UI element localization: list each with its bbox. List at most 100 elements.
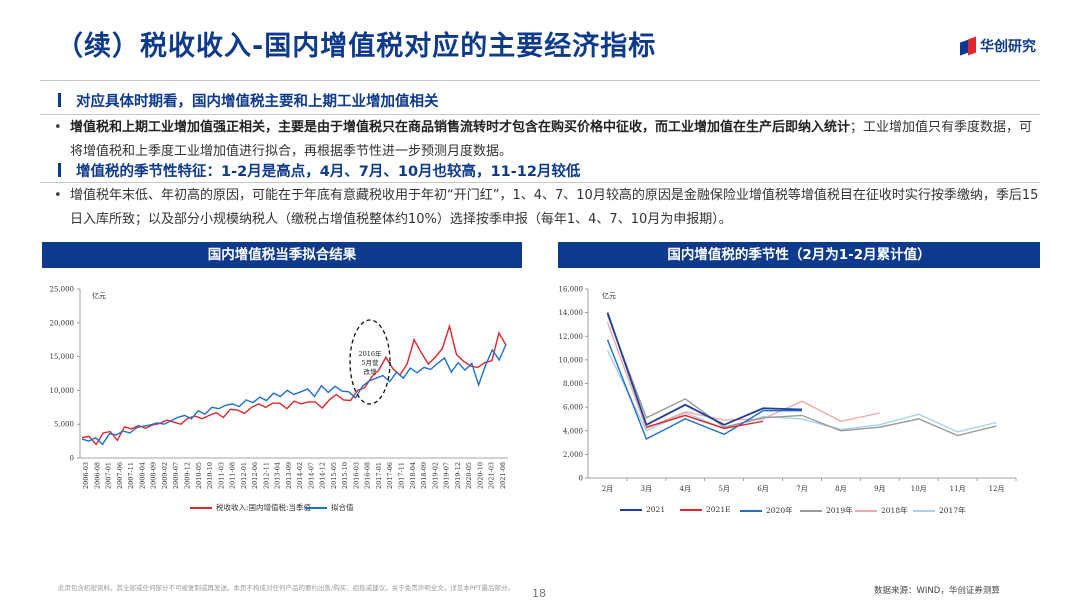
section-marker: [58, 93, 61, 107]
x-tick-label: 2015-05: [330, 462, 338, 489]
series-line-4: [606, 321, 880, 430]
x-tick-label: 2011-03: [217, 462, 225, 489]
series-line-0: [606, 312, 803, 427]
x-tick-label: 2012-01: [240, 462, 248, 489]
x-tick-label: 5月: [718, 485, 729, 493]
x-tick-label: 2014-02: [296, 462, 304, 489]
x-tick-label: 4月: [680, 485, 691, 493]
annotation-text: 5月营: [361, 358, 379, 367]
y-tick-label: 20,000: [50, 319, 75, 327]
annotation-ellipse: [349, 319, 391, 405]
x-tick-label: 10月: [911, 485, 927, 493]
y-tick-label: 16,000: [559, 286, 584, 294]
legend-item: 2019年: [800, 505, 853, 516]
x-tick-label: 2007-06: [116, 462, 124, 489]
header-divider: [40, 80, 1040, 81]
x-tick-label: 2019-12: [454, 462, 462, 489]
legend-label: 2020年: [766, 506, 793, 515]
chart2: 0 2,000 4,000 6,000 8,000 10,000 12,000 14,000 1…: [559, 286, 1017, 493]
bullet-icon: •: [54, 120, 62, 135]
section2-text: 增值税年末低、年初高的原因，可能在于年底有意藏税收用于年初“开门红”，1、4、7…: [70, 188, 1039, 227]
legend-swatch: [620, 508, 642, 511]
y-tick-label: 14,000: [559, 309, 584, 317]
section2-heading: 增值税的季节性特征：1-2月是高点，4月、7月、10月也较高，11-12月较低: [76, 164, 581, 180]
chart1-title: 国内增值税当季拟合结果: [42, 242, 522, 268]
x-tick-label: 12月: [989, 485, 1005, 493]
x-tick-label: 2012-06: [251, 462, 259, 489]
legend-item: 2020年: [740, 505, 793, 516]
y-tick-label: 0: [579, 475, 583, 483]
x-tick-label: 6月: [757, 485, 768, 493]
legend-label: 2018年: [881, 506, 908, 515]
page-title: （续）税收收入-国内增值税对应的主要经济指标: [56, 31, 657, 62]
series-line-1: [81, 344, 507, 446]
x-tick-label: 2009-12: [184, 462, 192, 489]
x-tick-label: 2018-09: [420, 462, 428, 489]
x-tick-label: 2010-10: [206, 462, 214, 489]
legend-swatch: [913, 509, 935, 512]
legend-label: 2021E: [706, 505, 731, 514]
section1-heading: 对应具体时期看，国内增值税主要和上期工业增加值相关: [76, 94, 439, 110]
x-tick-label: 2020-10: [476, 462, 484, 489]
legend-swatch: [680, 508, 702, 511]
legend-swatch: [740, 509, 762, 512]
x-tick-label: 2014-12: [319, 462, 327, 489]
x-tick-label: 3月: [641, 485, 652, 493]
section-marker: [58, 163, 61, 177]
y-tick-label: 5,000: [54, 421, 74, 429]
y-tick-label: 8,000: [563, 380, 583, 388]
x-tick-label: 2016-08: [364, 462, 372, 489]
footer-disclaimer: 此页包含机密资料，其全部或任何部分不可被复制或再发送。本页不构成对任何产品的要约…: [58, 584, 514, 592]
series-line-2: [606, 339, 802, 440]
x-tick-label: 2013-04: [274, 462, 282, 489]
unit-label: 亿元: [92, 291, 106, 300]
legend-item: 税收收入:国内增值税:当季值: [190, 502, 311, 513]
legend-swatch: [800, 509, 822, 512]
legend-item: 2021: [620, 505, 665, 514]
legend-item: 拟合值: [305, 502, 354, 513]
legend-label: 2019年: [826, 506, 853, 515]
x-tick-label: 9月: [874, 485, 885, 493]
x-tick-label: 2021-03: [488, 462, 496, 489]
x-tick-label: 2014-07: [307, 462, 315, 489]
chart2-title: 国内增值税的季节性（2月为1-2月累计值）: [558, 242, 1040, 268]
y-tick-label: 6,000: [563, 404, 583, 412]
x-tick-label: 2017-01: [375, 462, 383, 489]
y-tick-label: 0: [70, 455, 74, 463]
bullet-icon: •: [54, 188, 62, 203]
x-tick-label: 2010-05: [195, 462, 203, 489]
unit-label: 亿元: [602, 291, 616, 300]
section1-text: 增值税和上期工业增加值强正相关，主要是由于增值税只在商品销售流转时才包含在购买价…: [70, 116, 1042, 164]
legend-label: 拟合值: [331, 503, 354, 512]
x-tick-label: 8月: [835, 485, 846, 493]
series-line-0: [81, 323, 507, 446]
section2-divider: [40, 182, 1040, 183]
y-tick-label: 12,000: [559, 333, 584, 341]
legend-label: 2017年: [939, 506, 966, 515]
y-tick-label: 15,000: [50, 353, 75, 361]
x-tick-label: 7月: [796, 485, 807, 493]
legend-item: 2017年: [913, 505, 966, 516]
y-tick-label: 2,000: [563, 451, 583, 459]
section1-divider: [40, 114, 1040, 115]
section1-rest: ；工业增加值只有季度数据，可将增值税和上季度工业增加值进行拟合，再根据季节性进一…: [70, 120, 1033, 159]
logo-icon: [960, 36, 976, 56]
x-tick-label: 2021-08: [499, 462, 507, 489]
x-tick-label: 2011-08: [229, 462, 237, 489]
x-tick-label: 2020-05: [465, 462, 473, 489]
legend-swatch: [855, 509, 877, 512]
x-tick-label: 2月: [602, 485, 613, 493]
x-tick-label: 2017-06: [386, 462, 394, 489]
legend-item: 2018年: [855, 505, 908, 516]
y-tick-label: 10,000: [559, 356, 584, 364]
legend-label: 税收收入:国内增值税:当季值: [216, 503, 312, 512]
x-tick-label: 2008-04: [138, 462, 146, 489]
x-tick-label: 2009-07: [172, 462, 180, 489]
data-source: 数据来源：WIND，华创证券测算: [874, 586, 1000, 596]
x-tick-label: 2009-02: [161, 462, 169, 489]
x-tick-label: 2006-03: [82, 462, 90, 489]
legend-item: 2021E: [680, 505, 731, 514]
annotation-text: 改增: [364, 367, 377, 376]
y-tick-label: 10,000: [50, 387, 75, 395]
legend-label: 2021: [646, 505, 666, 514]
